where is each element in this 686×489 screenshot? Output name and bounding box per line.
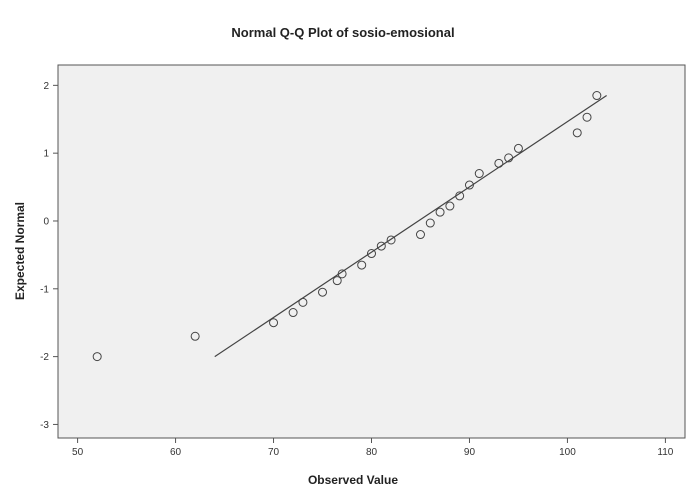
- reference-line-group: [214, 95, 607, 358]
- data-point: [504, 153, 514, 163]
- x-tick-label: 80: [366, 447, 378, 458]
- y-tick-label: -3: [40, 420, 49, 431]
- data-point: [455, 191, 465, 201]
- data-point: [572, 128, 582, 138]
- data-point: [269, 318, 279, 328]
- x-tick-label: 110: [657, 447, 673, 458]
- data-point: [386, 235, 396, 245]
- data-point: [464, 180, 474, 190]
- x-axis: 50 60 70 80 90 100 110: [72, 438, 674, 458]
- x-tick-label: 60: [170, 447, 182, 458]
- reference-line: [214, 95, 607, 358]
- y-tick-label: -2: [40, 352, 49, 363]
- data-point: [318, 287, 328, 297]
- data-point: [513, 143, 523, 153]
- chart-title: Normal Q-Q Plot of sosio-emosional: [231, 25, 454, 40]
- x-tick-label: 90: [464, 447, 476, 458]
- data-point: [367, 249, 376, 259]
- data-point: [474, 169, 484, 179]
- data-point: [425, 218, 435, 228]
- data-point: [332, 276, 342, 286]
- data-point: [298, 297, 308, 307]
- data-point: [92, 352, 102, 362]
- data-point: [592, 91, 602, 101]
- x-tick-label: 50: [72, 447, 84, 458]
- y-tick-label: -1: [40, 284, 49, 295]
- x-tick-label: 100: [559, 447, 576, 458]
- y-axis: -3 -2 -1 0 1 2: [40, 81, 58, 431]
- x-tick-label: 70: [268, 447, 280, 458]
- data-point: [435, 207, 445, 217]
- data-points: [92, 91, 602, 362]
- data-point: [415, 230, 425, 240]
- data-point: [288, 308, 298, 318]
- data-point: [494, 158, 504, 168]
- y-tick-label: 0: [43, 216, 49, 227]
- data-point: [190, 331, 200, 341]
- y-axis-label: Expected Normal: [13, 202, 27, 300]
- y-tick-label: 2: [43, 81, 49, 92]
- data-point: [445, 201, 455, 211]
- x-axis-label: Observed Value: [308, 473, 398, 487]
- y-tick-label: 1: [43, 149, 49, 160]
- data-point: [337, 269, 347, 279]
- data-point: [582, 112, 592, 122]
- data-point: [357, 260, 367, 270]
- data-point: [376, 241, 386, 251]
